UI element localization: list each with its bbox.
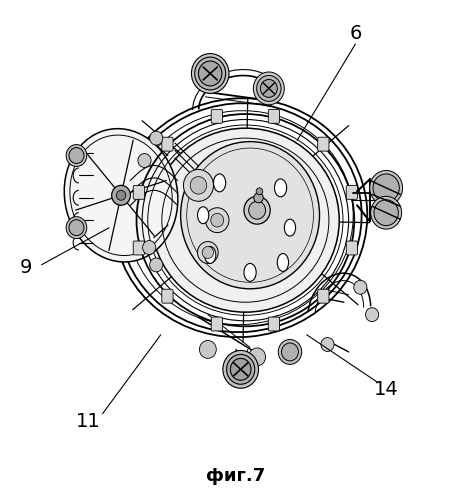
Circle shape	[374, 200, 398, 226]
FancyBboxPatch shape	[268, 110, 279, 124]
FancyBboxPatch shape	[211, 317, 222, 331]
Circle shape	[150, 258, 163, 272]
Circle shape	[244, 196, 270, 224]
Circle shape	[181, 142, 320, 289]
Circle shape	[66, 216, 87, 238]
Circle shape	[195, 57, 226, 90]
Circle shape	[370, 170, 403, 205]
Circle shape	[66, 144, 87, 167]
Ellipse shape	[284, 219, 295, 236]
Circle shape	[117, 190, 126, 200]
Circle shape	[199, 340, 216, 358]
Ellipse shape	[277, 254, 288, 272]
FancyBboxPatch shape	[162, 137, 173, 151]
FancyBboxPatch shape	[346, 241, 357, 255]
Circle shape	[278, 340, 302, 364]
Circle shape	[197, 242, 218, 264]
Circle shape	[184, 170, 213, 202]
FancyBboxPatch shape	[133, 241, 144, 255]
Ellipse shape	[244, 264, 256, 281]
Circle shape	[249, 348, 266, 366]
Circle shape	[211, 214, 224, 227]
Ellipse shape	[152, 128, 339, 312]
Circle shape	[143, 240, 156, 254]
Circle shape	[254, 193, 263, 203]
Circle shape	[112, 186, 130, 205]
Circle shape	[321, 338, 334, 351]
Ellipse shape	[275, 179, 287, 197]
Circle shape	[373, 174, 399, 202]
FancyBboxPatch shape	[318, 289, 329, 303]
Ellipse shape	[197, 206, 209, 224]
FancyBboxPatch shape	[162, 289, 173, 303]
Circle shape	[190, 176, 207, 194]
Circle shape	[354, 280, 367, 294]
Text: 14: 14	[374, 380, 398, 398]
Circle shape	[138, 154, 151, 168]
Ellipse shape	[204, 246, 216, 264]
FancyBboxPatch shape	[346, 186, 357, 200]
Ellipse shape	[213, 174, 226, 192]
Circle shape	[230, 358, 251, 380]
Circle shape	[69, 220, 84, 236]
Circle shape	[261, 80, 277, 98]
FancyBboxPatch shape	[133, 186, 144, 200]
FancyBboxPatch shape	[318, 137, 329, 151]
Circle shape	[192, 54, 229, 94]
Circle shape	[69, 148, 84, 164]
FancyBboxPatch shape	[211, 110, 222, 124]
Text: фиг.7: фиг.7	[206, 467, 266, 485]
Circle shape	[227, 354, 255, 384]
Circle shape	[205, 208, 229, 233]
Text: 6: 6	[349, 24, 362, 43]
Ellipse shape	[64, 128, 178, 262]
FancyBboxPatch shape	[268, 317, 279, 331]
Circle shape	[281, 343, 298, 361]
Circle shape	[249, 202, 266, 219]
Circle shape	[202, 246, 213, 258]
Circle shape	[257, 76, 281, 102]
Circle shape	[371, 196, 402, 229]
Circle shape	[256, 188, 263, 195]
Text: 9: 9	[20, 258, 32, 277]
Circle shape	[253, 72, 284, 105]
Circle shape	[365, 308, 379, 322]
Circle shape	[150, 131, 163, 145]
Circle shape	[223, 350, 259, 388]
Circle shape	[198, 61, 222, 86]
Text: 11: 11	[76, 412, 101, 431]
